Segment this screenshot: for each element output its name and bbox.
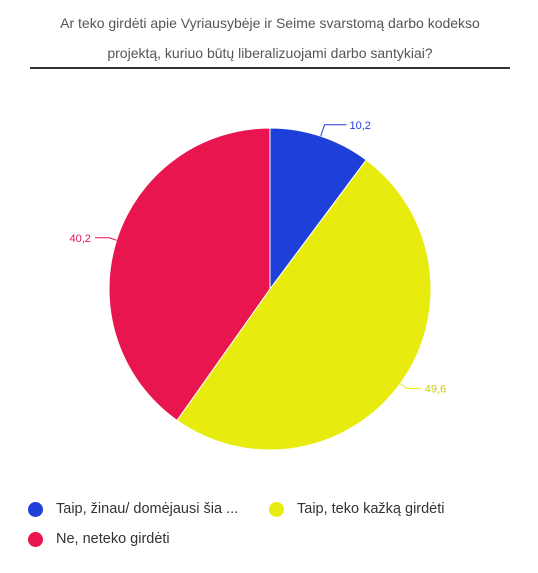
leader-line-0 [320,124,347,137]
chart-title-line-1: Ar teko girdėti apie Vyriausybėje ir Sei… [60,15,480,31]
pie-slice-0[interactable] [269,127,367,291]
legend-label: Ne, neteko girdėti [56,531,170,547]
leader-line-1 [399,383,421,389]
legend-swatch-yellow [269,501,284,517]
legend-item-ne-neteko[interactable]: Ne, neteko girdėti [28,531,170,547]
chart-title: Ar teko girdėti apie Vyriausybėje ir Sei… [30,8,510,68]
title-underline [30,67,510,69]
leader-line-2 [94,237,117,241]
data-label-2: 40,2 [70,233,91,245]
data-label-1: 49,6 [425,383,446,395]
legend-label: Taip, žinau/ domėjausi šia ... [56,501,239,517]
legend-item-taip-zinau[interactable]: Taip, žinau/ domėjausi šia ... [28,501,238,517]
legend-swatch-blue [28,501,43,517]
data-label-0: 10,2 [349,120,370,132]
legend-swatch-red [28,531,43,547]
legend-item-taip-teko[interactable]: Taip, teko kažką girdėti [269,501,445,517]
pie-slice-2[interactable] [108,127,271,422]
legend-label: Taip, teko kažką girdėti [297,501,445,517]
chart-title-line-2: projektą, kuriuo būtų liberalizuojami da… [107,45,433,61]
